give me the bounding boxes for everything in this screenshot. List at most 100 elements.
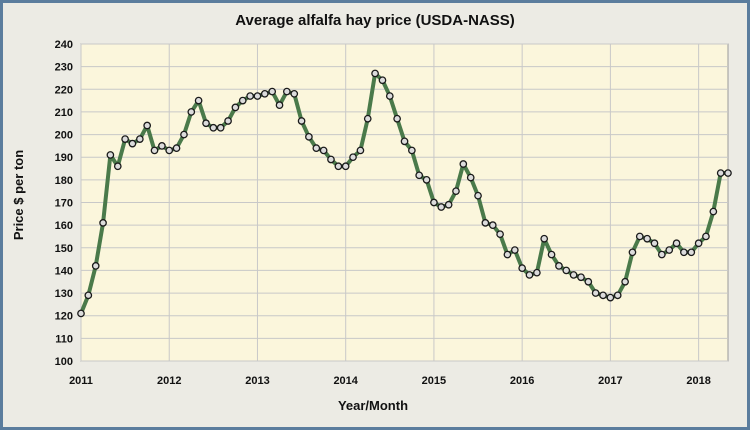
data-point-marker	[474, 191, 482, 200]
data-point-marker	[547, 250, 556, 259]
y-tick-label: 140	[55, 265, 73, 277]
x-tick-label: 2011	[69, 375, 93, 387]
data-point-marker	[165, 146, 174, 155]
data-point-marker	[599, 291, 607, 300]
data-point-marker	[231, 103, 240, 112]
y-tick-label: 210	[55, 107, 73, 119]
data-point-marker	[275, 101, 284, 109]
data-point-marker	[194, 96, 203, 105]
data-point-marker	[246, 92, 254, 100]
x-tick-label: 2015	[422, 375, 446, 387]
data-point-marker	[621, 277, 629, 286]
data-point-marker	[694, 239, 703, 248]
data-point-marker	[665, 246, 674, 254]
y-tick-label: 180	[55, 175, 73, 187]
data-point-marker	[613, 291, 622, 300]
series-markers	[77, 69, 732, 318]
data-point-marker	[209, 123, 218, 132]
data-point-marker	[319, 146, 328, 155]
line-chart: Average alfalfa hay price (USDA-NASS) 10…	[11, 12, 732, 413]
data-point-marker	[334, 162, 343, 171]
data-point-marker	[650, 239, 659, 248]
data-point-marker	[305, 132, 313, 141]
y-tick-label: 160	[55, 220, 73, 232]
data-point-marker	[84, 291, 93, 300]
data-point-marker	[488, 221, 497, 229]
y-tick-label: 110	[55, 333, 73, 345]
x-tick-label: 2013	[245, 375, 269, 387]
y-axis-ticks: 100 110 120 130 140 150 160 170 180 190 200 210 220 2…	[55, 39, 73, 368]
data-point-marker	[327, 155, 335, 164]
y-tick-label: 170	[55, 198, 73, 210]
y-tick-label: 220	[55, 84, 73, 96]
data-point-marker	[150, 146, 159, 155]
data-point-marker	[341, 162, 350, 171]
data-point-marker	[378, 76, 387, 85]
data-point-marker	[349, 153, 357, 162]
data-point-marker	[459, 160, 468, 168]
data-point-marker	[422, 176, 431, 184]
y-tick-label: 150	[55, 243, 73, 255]
data-point-marker	[363, 114, 372, 123]
y-axis-label: Price $ per ton	[11, 150, 26, 240]
y-tick-label: 200	[55, 130, 73, 142]
data-point-marker	[533, 268, 541, 277]
data-point-marker	[702, 232, 710, 241]
data-point-marker	[238, 96, 247, 105]
x-tick-label: 2018	[686, 375, 710, 387]
data-point-marker	[628, 248, 637, 257]
y-tick-label: 130	[55, 288, 73, 300]
data-point-marker	[371, 69, 379, 78]
data-point-marker	[444, 200, 453, 209]
data-point-marker	[312, 144, 321, 153]
data-point-marker	[282, 87, 291, 96]
data-point-marker	[143, 121, 152, 130]
x-axis-label: Year/Month	[338, 398, 408, 413]
data-point-marker	[297, 117, 306, 125]
data-point-marker	[224, 117, 232, 125]
data-point-marker	[569, 271, 578, 279]
data-point-marker	[503, 250, 512, 259]
x-tick-label: 2017	[598, 375, 622, 387]
x-tick-label: 2016	[510, 375, 534, 387]
y-tick-label: 120	[55, 311, 73, 323]
data-point-marker	[268, 87, 277, 96]
data-point-marker	[187, 108, 196, 116]
data-point-marker	[106, 151, 115, 159]
data-point-marker	[415, 171, 424, 180]
x-tick-label: 2012	[157, 375, 181, 387]
data-point-marker	[136, 135, 144, 143]
data-point-marker	[452, 187, 460, 196]
data-point-marker	[393, 114, 401, 123]
data-point-marker	[606, 293, 615, 302]
data-point-marker	[253, 92, 262, 100]
data-point-marker	[77, 309, 85, 318]
data-point-marker	[525, 271, 534, 279]
data-point-marker	[496, 230, 504, 239]
data-point-marker	[400, 137, 409, 146]
chart-title: Average alfalfa hay price (USDA-NASS)	[235, 12, 515, 29]
data-point-marker	[657, 250, 666, 259]
data-point-marker	[555, 262, 563, 270]
data-point-marker	[437, 203, 446, 211]
data-point-marker	[643, 234, 652, 243]
data-point-marker	[121, 135, 129, 143]
data-point-marker	[716, 169, 725, 177]
data-point-marker	[577, 273, 585, 282]
y-tick-label: 240	[55, 39, 73, 51]
data-point-marker	[635, 232, 644, 241]
data-point-marker	[481, 219, 490, 227]
data-point-marker	[408, 146, 416, 155]
data-point-marker	[562, 266, 571, 275]
data-point-marker	[202, 119, 210, 128]
data-point-marker	[680, 248, 688, 257]
data-point-marker	[540, 234, 549, 243]
y-tick-label: 230	[55, 62, 73, 74]
data-point-marker	[180, 130, 188, 139]
grid-lines	[80, 43, 728, 362]
data-point-marker	[128, 139, 137, 148]
data-point-marker	[518, 264, 527, 273]
data-point-marker	[709, 207, 718, 216]
data-point-marker	[172, 144, 181, 153]
data-point-marker	[290, 89, 299, 98]
